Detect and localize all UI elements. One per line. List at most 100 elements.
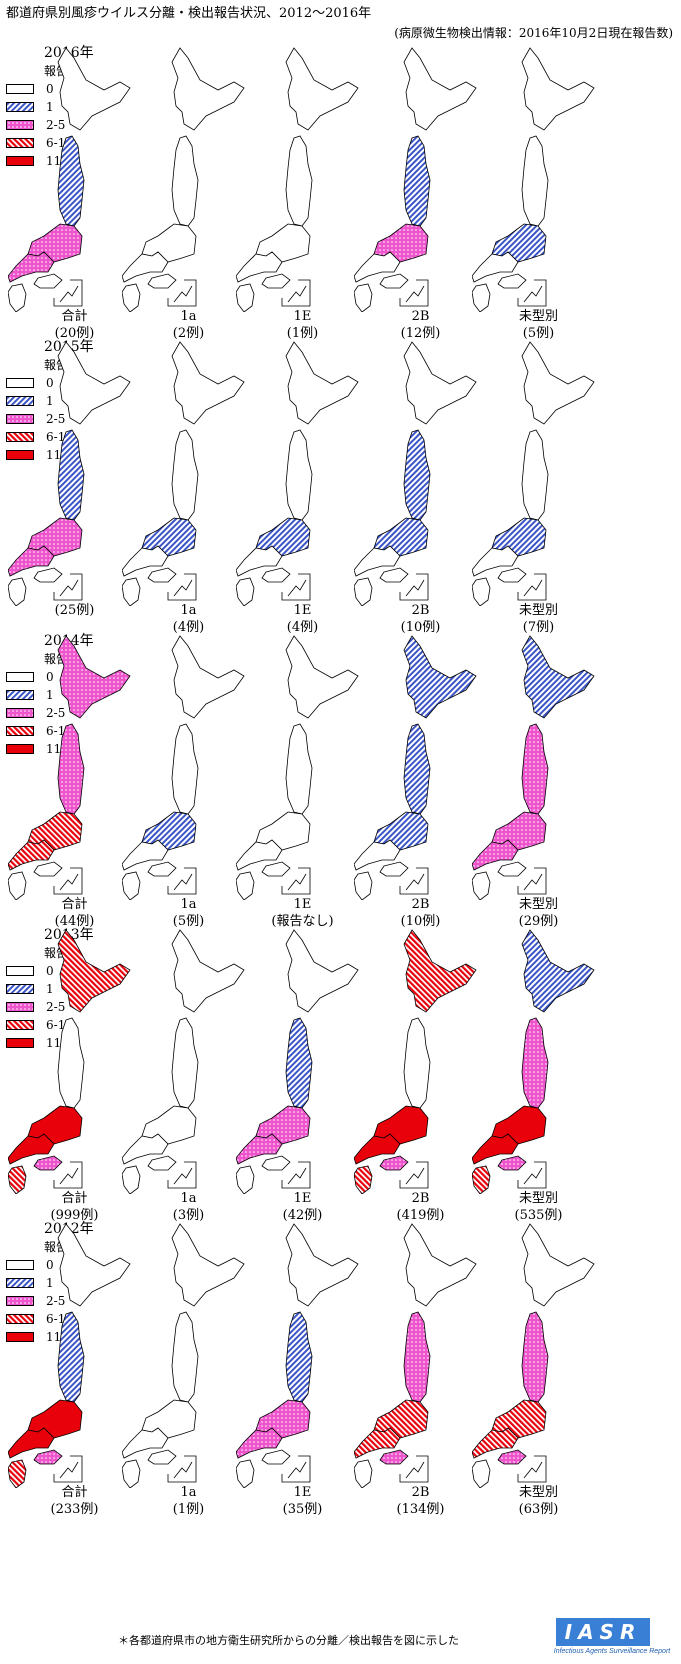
region-hokkaido [285, 929, 359, 1013]
map-type: 1E [293, 309, 312, 324]
okinawa-inset [517, 867, 547, 895]
region-shikoku [33, 273, 63, 289]
region-tohoku [57, 1017, 85, 1109]
region-kinki-chugoku [7, 839, 55, 871]
map-type: 合計 [61, 1191, 88, 1206]
map-count: (3例) [172, 1208, 205, 1223]
okinawa-inset [517, 279, 547, 307]
okinawa-inset [399, 573, 429, 601]
legend-swatch [6, 1314, 34, 1324]
map-count: (12例) [400, 326, 441, 341]
region-tohoku [521, 429, 549, 521]
region-kinki-chugoku [121, 839, 169, 871]
footnote: ＊各都道府県市の地方衛生研究所からの分離／検出報告を図に示した [118, 1634, 459, 1647]
region-hokkaido [403, 635, 477, 719]
region-kinki-chugoku [7, 251, 55, 283]
region-kyushu [121, 871, 141, 901]
legend-label: 0 [46, 376, 54, 390]
map-count: (7例) [522, 620, 555, 635]
okinawa-inset [53, 573, 83, 601]
okinawa-inset [53, 279, 83, 307]
legend-item: 2-5 [6, 410, 80, 428]
region-tohoku [171, 135, 199, 227]
region-hokkaido [57, 341, 131, 425]
map-svg [235, 929, 359, 1195]
map-caption: 1E (35例) [240, 1484, 365, 1518]
map-type: 1a [180, 603, 197, 618]
region-hokkaido [171, 635, 245, 719]
region-kyushu [353, 283, 373, 313]
map-type: 1a [180, 897, 197, 912]
region-tohoku [521, 1311, 549, 1403]
region-hokkaido [521, 47, 595, 131]
legend-swatch [6, 414, 34, 424]
map-type: 合計 [61, 897, 88, 912]
japan-map [353, 1216, 479, 1489]
map-type: 未型別 [518, 1485, 558, 1500]
region-kinki-chugoku [7, 1133, 55, 1165]
region-tohoku [57, 723, 85, 815]
okinawa-inset [399, 1161, 429, 1189]
map-svg [235, 1223, 359, 1489]
region-kyushu [235, 577, 255, 607]
region-shikoku [379, 1449, 409, 1465]
map-svg [353, 341, 477, 607]
map-caption: 2B (419例) [358, 1190, 483, 1224]
map-caption: 1a (5例) [126, 896, 251, 930]
map-svg [353, 929, 477, 1195]
japan-map [471, 1216, 597, 1489]
map-type: 2B [411, 603, 430, 618]
region-kyushu [121, 1459, 141, 1489]
okinawa-inset [517, 1455, 547, 1483]
okinawa-inset [281, 573, 311, 601]
map-type: 1a [180, 1485, 197, 1500]
region-shikoku [379, 1155, 409, 1171]
map-count: (5例) [172, 914, 205, 929]
japan-map [353, 334, 479, 607]
map-count: (25例) [54, 603, 95, 618]
region-shikoku [497, 1155, 527, 1171]
region-kyushu [471, 871, 491, 901]
region-hokkaido [285, 47, 359, 131]
region-shikoku [261, 1449, 291, 1465]
region-kinki-chugoku [235, 1427, 283, 1459]
map-type: 未型別 [518, 309, 558, 324]
map-svg [353, 635, 477, 901]
japan-map [7, 628, 133, 901]
region-kinki-chugoku [235, 251, 283, 283]
map-caption: 2B (12例) [358, 308, 483, 342]
region-kyushu [7, 871, 27, 901]
region-hokkaido [57, 929, 131, 1013]
region-tohoku [57, 1311, 85, 1403]
legend-item: 0 [6, 962, 80, 980]
region-shikoku [33, 567, 63, 583]
region-hokkaido [403, 47, 477, 131]
japan-map [121, 334, 247, 607]
iasr-logo: IASR Infectious Agents Surveillance Repo… [548, 1618, 676, 1660]
map-caption: 1a (4例) [126, 602, 251, 636]
region-kyushu [7, 577, 27, 607]
region-tohoku [285, 1311, 313, 1403]
map-caption: 2B (10例) [358, 602, 483, 636]
legend-swatch [6, 690, 34, 700]
map-svg [235, 47, 359, 313]
region-kinki-chugoku [471, 1133, 519, 1165]
legend-swatch [6, 1260, 34, 1270]
region-kinki-chugoku [235, 839, 283, 871]
legend-swatch [6, 1002, 34, 1012]
okinawa-inset [167, 1161, 197, 1189]
region-kyushu [471, 283, 491, 313]
map-type: 2B [411, 309, 430, 324]
year-block: 2014年報告数012-56-1011-合計(44例)1a(5例)1E(報告なし… [0, 628, 681, 956]
region-tohoku [403, 1017, 431, 1109]
region-kyushu [235, 1459, 255, 1489]
map-count: (999例) [50, 1208, 99, 1223]
okinawa-inset [53, 867, 83, 895]
region-shikoku [261, 273, 291, 289]
japan-map [235, 334, 361, 607]
map-count: (233例) [50, 1502, 99, 1517]
map-svg [353, 47, 477, 313]
region-tohoku [403, 1311, 431, 1403]
map-svg [121, 1223, 245, 1489]
legend-item: 2-5 [6, 704, 80, 722]
